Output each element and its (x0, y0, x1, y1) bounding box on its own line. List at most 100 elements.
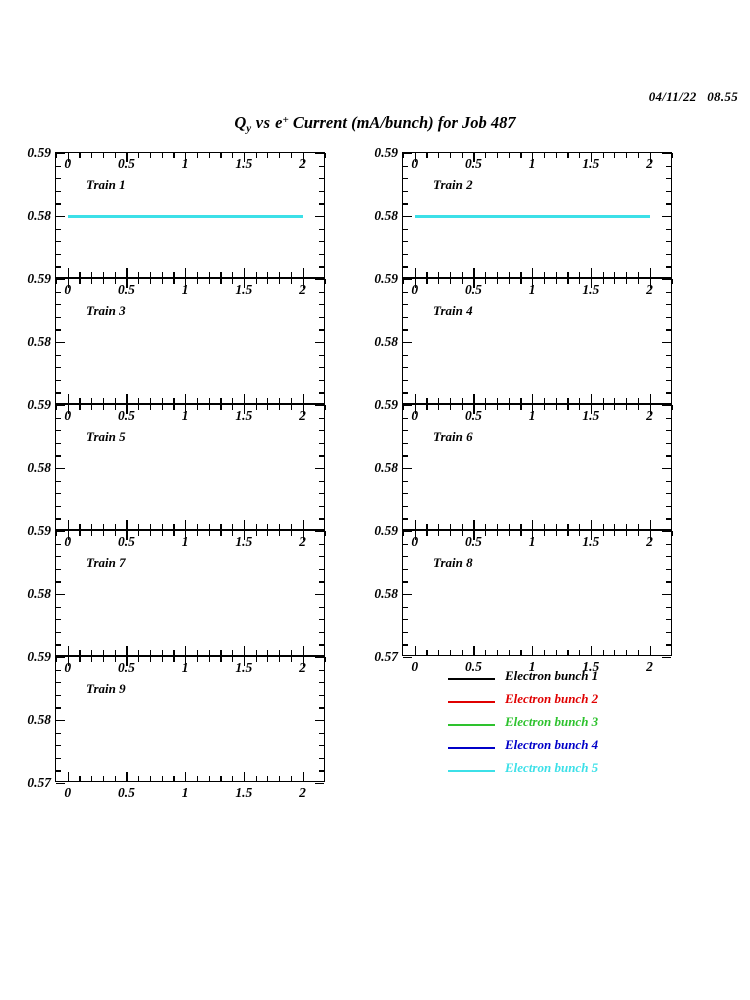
axis-tick (126, 153, 128, 162)
x-axis-label: 2 (299, 534, 306, 549)
axis-tick (649, 520, 651, 529)
axis-tick (56, 216, 65, 218)
axis-tick (626, 153, 628, 158)
axis-tick (614, 405, 616, 410)
axis-tick (666, 379, 671, 381)
axis-tick (267, 531, 269, 536)
axis-tick (438, 531, 440, 536)
axis-tick (91, 657, 93, 662)
axis-tick (461, 405, 463, 410)
axis-tick (319, 417, 324, 419)
axis-tick (590, 531, 593, 540)
axis-tick (149, 776, 152, 781)
axis-tick (208, 524, 210, 529)
axis-tick (461, 153, 463, 158)
axis-tick (473, 405, 475, 414)
axis-tick (508, 405, 510, 410)
axis-tick (56, 745, 61, 747)
axis-tick (567, 405, 569, 410)
x-axis-label: 0.5 (464, 408, 482, 423)
axis-tick (496, 524, 499, 529)
axis-tick (403, 631, 408, 633)
axis-tick (243, 657, 246, 666)
axis-tick (91, 405, 93, 410)
axis-tick (279, 398, 281, 403)
axis-tick (67, 646, 69, 655)
axis-tick (319, 241, 324, 243)
axis-tick (56, 405, 58, 410)
axis-tick (649, 279, 651, 288)
axis-tick (56, 720, 65, 722)
axis-tick (649, 268, 651, 277)
axis-tick (649, 394, 651, 403)
axis-tick (403, 329, 408, 331)
axis-tick (161, 657, 163, 662)
x-axis-label: 1 (528, 534, 536, 549)
axis-tick (520, 531, 522, 536)
axis-tick (255, 531, 257, 536)
axis-tick (666, 430, 671, 432)
axis-tick (315, 468, 324, 470)
axis-tick (426, 153, 428, 158)
axis-tick (614, 272, 616, 277)
axis-tick (255, 279, 257, 284)
axis-tick (319, 669, 324, 671)
axis-tick (602, 524, 604, 529)
axis-tick (267, 650, 269, 655)
axis-tick (666, 455, 671, 457)
axis-tick (91, 279, 93, 284)
axis-tick (590, 394, 593, 403)
axis-tick (426, 531, 428, 536)
axis-tick (508, 524, 510, 529)
axis-tick (403, 253, 408, 255)
axis-tick (196, 650, 199, 655)
axis-tick (67, 531, 69, 540)
axis-tick (56, 468, 65, 470)
axis-tick (666, 304, 671, 306)
axis-tick (138, 524, 140, 529)
axis-tick (315, 153, 324, 155)
axis-tick (232, 531, 234, 536)
axis-tick (414, 520, 416, 529)
axis-tick (403, 518, 408, 520)
axis-tick (449, 405, 452, 410)
axis-tick (149, 531, 152, 536)
axis-tick (649, 153, 651, 162)
axis-tick (319, 556, 324, 558)
axis-tick (590, 646, 593, 655)
axis-tick (319, 165, 324, 167)
x-axis-label: 0 (411, 534, 419, 549)
axis-tick (315, 657, 324, 659)
axis-tick (102, 524, 105, 529)
axis-tick (208, 279, 210, 284)
axis-tick (461, 524, 463, 529)
axis-tick (319, 505, 324, 507)
axis-tick (426, 279, 428, 284)
x-axis-label: 1.5 (235, 156, 253, 171)
axis-tick (567, 650, 569, 655)
axis-tick (279, 153, 281, 158)
axis-tick (67, 772, 69, 781)
axis-tick (232, 405, 234, 410)
axis-tick (290, 405, 292, 410)
axis-tick (449, 650, 452, 655)
axis-tick (208, 272, 210, 277)
axis-tick (555, 524, 557, 529)
x-axis-label: 0.5 (117, 785, 135, 800)
axis-tick (302, 646, 304, 655)
axis-tick (403, 455, 408, 457)
axis-tick (79, 531, 81, 536)
axis-tick (590, 279, 593, 288)
axis-tick (508, 279, 510, 284)
axis-tick (555, 153, 557, 158)
axis-tick (138, 272, 140, 277)
axis-tick (649, 646, 651, 655)
x-axis-label: 1.5 (235, 660, 253, 675)
y-axis-label: 0.59 (27, 649, 51, 664)
axis-tick (662, 342, 671, 344)
x-axis-label: 0.5 (117, 534, 135, 549)
axis-tick (102, 272, 105, 277)
axis-tick (403, 619, 408, 621)
axis-tick (102, 657, 105, 662)
axis-tick (279, 405, 281, 410)
